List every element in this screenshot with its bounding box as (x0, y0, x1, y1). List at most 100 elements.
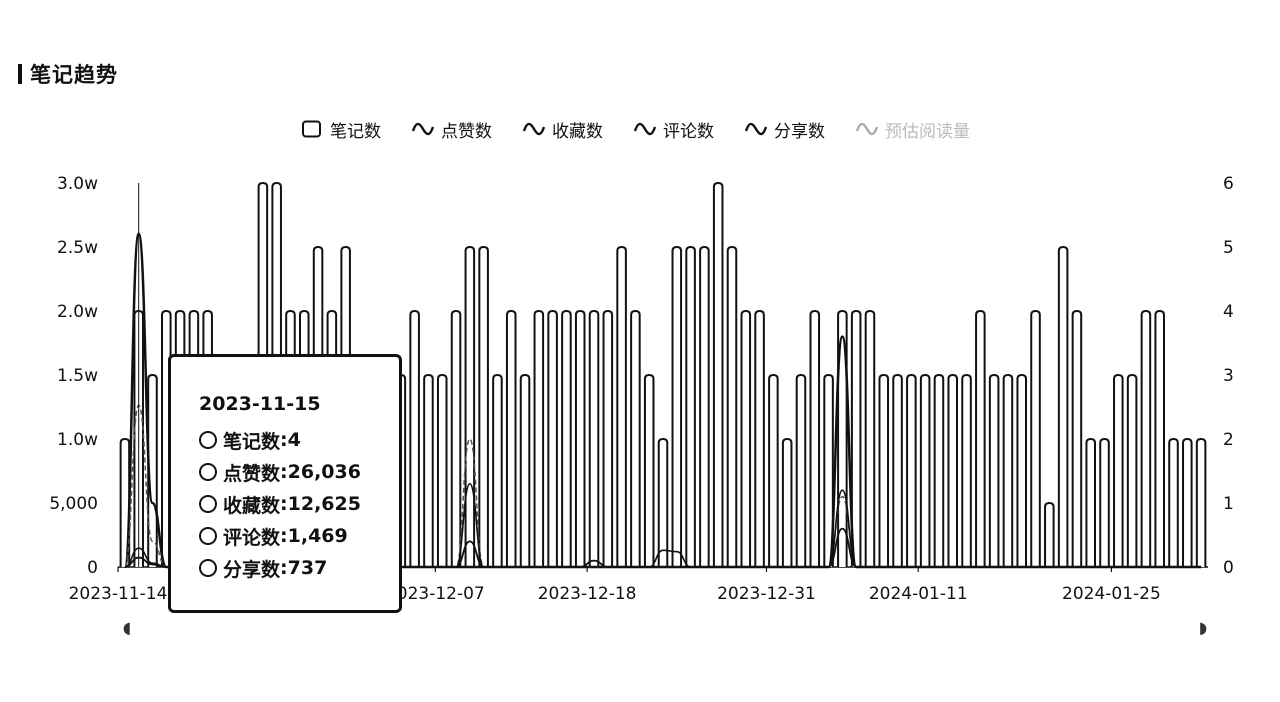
left-axis-tick-label: 1.5w (57, 366, 98, 386)
bar-note-count[interactable] (1168, 438, 1179, 567)
bar-note-count[interactable] (630, 310, 641, 567)
wave-icon (411, 122, 435, 136)
zoom-right-handle[interactable]: ◗ (1198, 618, 1208, 637)
tooltip-date: 2023-11-15 (199, 393, 321, 415)
bar-note-count[interactable] (726, 246, 738, 567)
bar-note-count[interactable] (837, 310, 848, 567)
legend-item-3[interactable]: 评论数 (633, 117, 714, 142)
bar-note-count[interactable] (906, 374, 917, 567)
bar-note-count[interactable] (712, 182, 724, 567)
bar-note-count[interactable] (1140, 310, 1152, 567)
bar-note-count[interactable] (823, 374, 834, 567)
tooltip-row: 笔记数: 4 (199, 427, 301, 453)
bar-note-count[interactable] (478, 246, 489, 567)
right-axis-tick-label: 2 (1223, 430, 1234, 450)
right-axis-tick-label: 0 (1223, 558, 1234, 578)
bar-note-count[interactable] (1195, 438, 1207, 567)
wave-icon (744, 122, 768, 136)
bar-note-count[interactable] (671, 246, 683, 567)
bar-note-count[interactable] (423, 374, 434, 567)
legend-item-4[interactable]: 分享数 (744, 117, 825, 142)
bar-note-count[interactable] (947, 374, 959, 567)
bar-note-count[interactable] (1113, 374, 1124, 567)
zoom-left-handle[interactable]: ◖ (122, 618, 132, 637)
left-axis-tick-label: 0 (87, 558, 98, 578)
legend-label: 笔记数 (330, 121, 381, 142)
bar-note-count[interactable] (533, 310, 545, 567)
x-axis-tick-label: 2024-01-25 (1062, 584, 1161, 604)
bar-note-count[interactable] (1016, 374, 1028, 567)
x-axis-tick-label: 2023-12-18 (538, 584, 637, 604)
bar-note-count[interactable] (643, 374, 655, 567)
bar-note-count[interactable] (409, 310, 420, 567)
tooltip-value: 1,469 (287, 525, 348, 547)
bar-note-count[interactable] (754, 310, 765, 567)
series-marker-icon (199, 431, 217, 449)
bar-note-count[interactable] (602, 310, 614, 567)
right-axis-tick-label: 4 (1223, 302, 1234, 322)
bar-note-count[interactable] (1085, 438, 1096, 567)
bar-note-count[interactable] (1126, 374, 1138, 567)
bar-note-count[interactable] (561, 310, 572, 567)
bar-note-count[interactable] (892, 374, 903, 567)
bar-note-count[interactable] (809, 310, 821, 567)
x-axis-tick-label: 2023-12-31 (717, 584, 816, 604)
legend-item-0[interactable]: 笔记数 (300, 117, 381, 142)
bar-note-count[interactable] (795, 374, 807, 567)
bar-note-count[interactable] (975, 310, 986, 567)
section-header: 笔记趋势 (18, 58, 118, 90)
bar-note-count[interactable] (464, 246, 476, 567)
bar-note-count[interactable] (919, 374, 931, 567)
bar-note-count[interactable] (119, 438, 131, 567)
bar-note-count[interactable] (1071, 310, 1083, 567)
bar-note-count[interactable] (933, 374, 945, 567)
left-axis-tick-label: 5,000 (49, 494, 98, 514)
x-axis-tick-label: 2023-12-07 (386, 584, 485, 604)
bar-note-count[interactable] (657, 438, 669, 567)
right-axis-tick-label: 1 (1223, 494, 1234, 514)
bar-note-count[interactable] (781, 438, 793, 567)
bar-note-count[interactable] (699, 246, 710, 567)
bar-note-count[interactable] (1030, 310, 1041, 567)
bar-note-count[interactable] (1057, 246, 1069, 567)
bar-note-count[interactable] (1154, 310, 1165, 567)
bar-note-count[interactable] (588, 310, 600, 567)
bar-note-count[interactable] (768, 374, 779, 567)
bar-note-count[interactable] (492, 374, 503, 567)
bar-note-count[interactable] (685, 246, 696, 567)
tooltip-row: 评论数: 1,469 (199, 523, 348, 549)
bar-note-count[interactable] (574, 310, 586, 567)
bar-note-count[interactable] (1044, 502, 1055, 567)
right-axis-tick-label: 3 (1223, 366, 1234, 386)
bar-note-count[interactable] (864, 310, 876, 567)
section-title: 笔记趋势 (30, 63, 118, 87)
legend-item-5[interactable]: 预估阅读量 (855, 117, 970, 142)
legend-item-1[interactable]: 点赞数 (411, 117, 492, 142)
legend-item-2[interactable]: 收藏数 (522, 117, 603, 142)
bar-note-count[interactable] (616, 246, 627, 567)
bar-note-count[interactable] (988, 374, 1000, 567)
tooltip-value: 12,625 (287, 493, 361, 515)
tooltip-label: 分享数 (223, 558, 281, 581)
bar-note-count[interactable] (1182, 438, 1193, 567)
bar-note-count[interactable] (450, 310, 462, 567)
bar-note-count[interactable] (505, 310, 517, 567)
bar-note-count[interactable] (850, 310, 862, 567)
bar-note-count[interactable] (1002, 374, 1014, 567)
series-marker-icon (199, 559, 217, 577)
bar-note-count[interactable] (547, 310, 558, 567)
legend-label: 收藏数 (552, 121, 603, 142)
bar-note-count[interactable] (147, 374, 158, 567)
tooltip-label: 收藏数 (223, 494, 281, 517)
bar-note-count[interactable] (740, 310, 752, 567)
bar-note-count[interactable] (1099, 438, 1110, 567)
bar-note-count[interactable] (961, 374, 972, 567)
tooltip-value: 26,036 (287, 461, 361, 483)
x-axis-tick-label: 2023-11-14 (69, 584, 168, 604)
bar-note-count[interactable] (878, 374, 890, 567)
series-marker-icon (199, 463, 217, 481)
left-axis-tick-label: 3.0w (57, 174, 98, 194)
bar-note-count[interactable] (436, 374, 448, 567)
bar-note-count[interactable] (519, 374, 531, 567)
